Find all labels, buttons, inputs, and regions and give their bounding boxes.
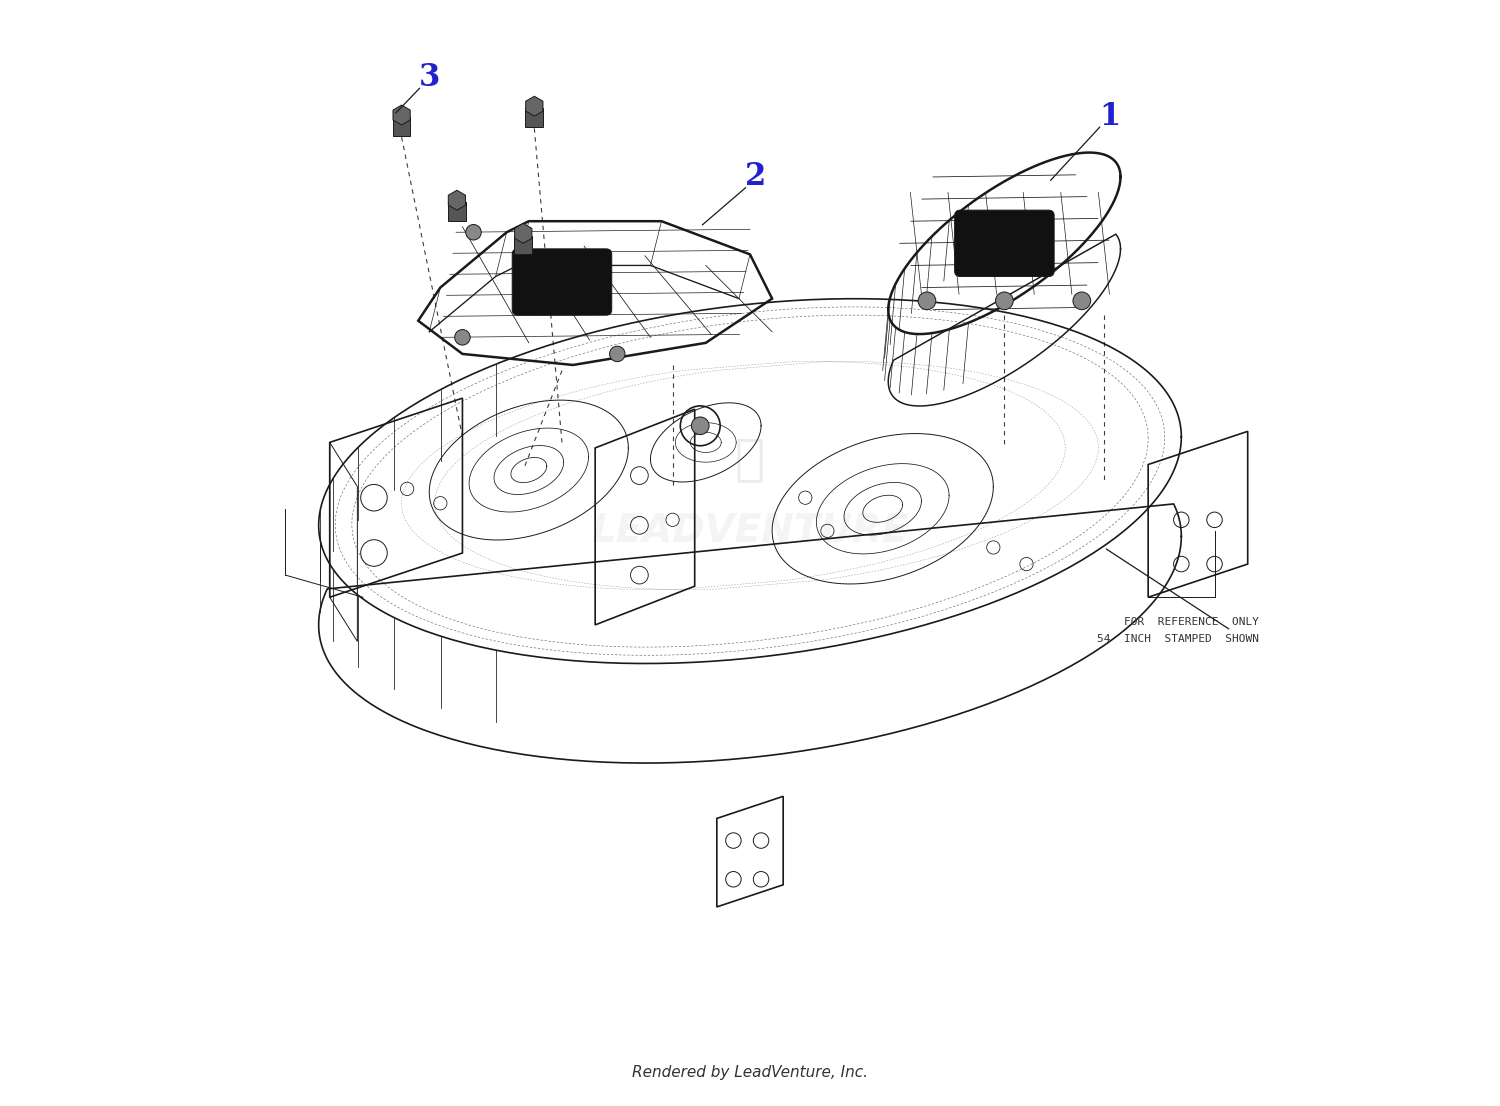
Circle shape	[454, 330, 470, 345]
Text: LEADVENTURE: LEADVENTURE	[591, 512, 909, 550]
Text: 2: 2	[746, 161, 766, 192]
Circle shape	[918, 292, 936, 310]
Circle shape	[609, 346, 625, 362]
Circle shape	[466, 225, 482, 240]
Text: Rendered by LeadVenture, Inc.: Rendered by LeadVenture, Inc.	[632, 1065, 868, 1081]
Polygon shape	[448, 190, 465, 210]
Polygon shape	[393, 117, 411, 136]
Polygon shape	[514, 223, 532, 243]
FancyBboxPatch shape	[512, 249, 612, 315]
Circle shape	[996, 292, 1012, 310]
Polygon shape	[514, 236, 532, 254]
Circle shape	[1072, 292, 1090, 310]
Polygon shape	[525, 96, 543, 116]
Text: 1: 1	[1100, 101, 1120, 132]
Polygon shape	[525, 108, 543, 127]
Polygon shape	[448, 202, 466, 221]
FancyBboxPatch shape	[954, 210, 1054, 276]
Text: 3: 3	[419, 62, 440, 93]
Text: 🔥: 🔥	[735, 435, 765, 483]
Text: FOR  REFERENCE  ONLY
54  INCH  STAMPED  SHOWN: FOR REFERENCE ONLY 54 INCH STAMPED SHOWN	[1096, 617, 1258, 644]
Circle shape	[692, 417, 709, 435]
Polygon shape	[393, 105, 410, 125]
